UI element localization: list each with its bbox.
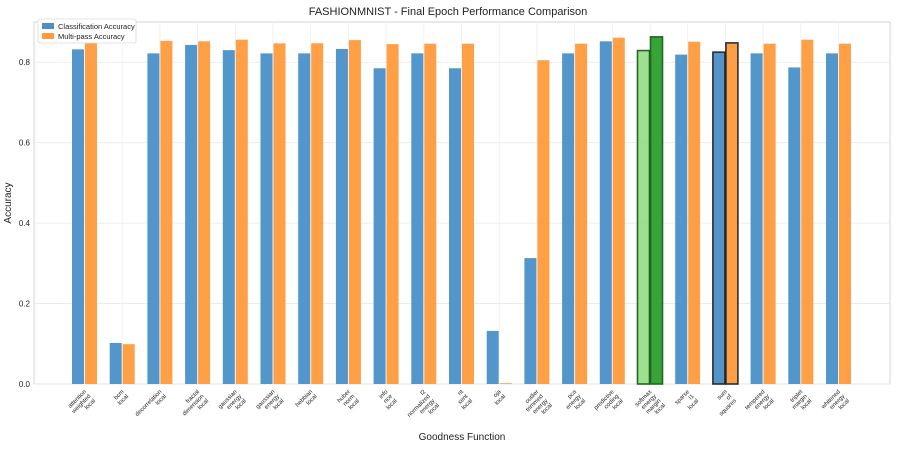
bar-multipass — [649, 36, 664, 385]
bar-multipass — [85, 43, 97, 384]
bar-classification — [185, 44, 198, 384]
bar-classification — [298, 53, 311, 385]
y-axis-label: Accuracy — [3, 182, 14, 223]
bar-classification — [599, 41, 612, 384]
bar-multipass — [348, 40, 361, 384]
x-axis-ticks: attentionweightedlocal bcmlocal decorrelat… — [66, 389, 851, 428]
x-tick-label-line: oja — [493, 389, 503, 399]
legend-swatch-multipass — [42, 33, 54, 39]
bar-classification — [222, 50, 235, 385]
x-tick-label: decorrelationlocal — [135, 389, 168, 422]
bars — [72, 36, 851, 385]
x-tick-label: ojalocal — [490, 389, 508, 407]
x-tick-label: ntxentlocal — [452, 389, 474, 411]
x-tick-label: hebbianlocal — [295, 389, 319, 413]
legend-swatch-classification — [42, 23, 54, 29]
x-tick-label: outliertrimmedenergylocal — [521, 389, 554, 422]
x-tick-label: gaussianenergylocal — [217, 389, 247, 419]
bar-classification — [750, 53, 763, 385]
bar-classification — [260, 53, 273, 385]
bar-multipass — [311, 43, 324, 384]
bar-classification — [335, 48, 348, 385]
bar-classification — [373, 68, 386, 384]
bar-multipass — [612, 37, 625, 384]
legend: Classification Accuracy Multi-pass Accur… — [37, 18, 137, 44]
bar-multipass — [386, 44, 399, 384]
bar-multipass — [725, 42, 739, 385]
y-tick-label: 0.2 — [19, 300, 31, 309]
x-tick-label-line: local — [687, 398, 700, 411]
bar-multipass — [839, 43, 851, 384]
legend-label-classification: Classification Accuracy — [58, 22, 135, 31]
grid-lines — [34, 22, 890, 385]
x-tick-label: gaussianenergylocal — [255, 389, 285, 419]
x-tick-label: bcmlocal — [113, 389, 130, 406]
bar-classification — [826, 53, 838, 385]
x-tick-label-line: of — [726, 393, 734, 401]
bar-classification — [712, 51, 726, 385]
x-tick-label: hubernormlocal — [337, 389, 361, 413]
bar-classification — [562, 53, 575, 385]
x-tick-label: predictivecodinglocal — [593, 389, 625, 421]
x-tick-label: temperedenergylocal — [744, 389, 775, 420]
bar-multipass — [273, 43, 286, 384]
bar-multipass — [122, 344, 135, 384]
x-tick-label: pcaenergylocal — [561, 389, 588, 416]
x-tick-label: fractaldimensionlocal — [177, 389, 210, 422]
bar-classification — [675, 54, 688, 384]
x-tick-label: sparsel1local — [674, 389, 701, 416]
y-tick-label: 0.0 — [19, 380, 31, 389]
bar-classification — [788, 67, 801, 384]
legend-label-multipass: Multi-pass Accuracy — [58, 32, 125, 41]
x-tick-label: attentionweightedlocal — [66, 389, 97, 420]
y-tick-label: 0.8 — [19, 58, 31, 67]
x-axis-label: Goodness Function — [419, 432, 506, 443]
bar-multipass — [537, 60, 550, 384]
x-tick-label: whitenedenergylocal — [820, 389, 851, 420]
x-tick-label-line: nt — [457, 389, 465, 397]
bar-classification — [524, 258, 537, 384]
bar-classification — [486, 330, 499, 384]
bar-multipass — [801, 39, 814, 384]
bar-classification — [636, 49, 651, 385]
x-tick-label-line: pca — [567, 389, 579, 401]
bar-classification — [72, 49, 84, 385]
x-tick-label: softmaxenergymarginlocal — [634, 389, 667, 422]
bar-multipass — [688, 41, 701, 384]
y-tick-label: 0.6 — [19, 139, 31, 148]
bar-multipass — [198, 41, 211, 384]
x-tick-label-line: nce — [383, 393, 395, 405]
x-tick-label: l2normalizedenergylocal — [402, 389, 441, 428]
x-tick-label-line: l2 — [420, 389, 428, 397]
x-tick-label-line: info — [378, 389, 390, 401]
legend-box — [37, 18, 137, 44]
bar-classification — [109, 342, 122, 384]
y-axis-ticks: 0.0 0.2 0.4 0.6 0.8 — [19, 58, 31, 389]
bar-classification — [411, 53, 424, 385]
chart-title: FASHIONMNIST - Final Epoch Performance C… — [309, 6, 588, 18]
x-tick-label: tripletmarginlocal — [787, 389, 814, 416]
bar-multipass — [499, 383, 512, 384]
bar-multipass — [462, 43, 474, 384]
bar-multipass — [575, 43, 588, 384]
bar-multipass — [424, 43, 437, 384]
x-tick-label: infoncelocal — [377, 389, 399, 411]
bar-classification — [147, 53, 160, 385]
bar-multipass — [160, 40, 173, 384]
y-tick-label: 0.4 — [19, 219, 31, 228]
x-tick-label: sumofsquares — [709, 389, 738, 418]
bar-multipass — [235, 39, 248, 384]
x-tick-label-line: l1 — [688, 393, 696, 401]
bar-multipass — [763, 43, 776, 384]
bar-classification — [449, 68, 461, 384]
